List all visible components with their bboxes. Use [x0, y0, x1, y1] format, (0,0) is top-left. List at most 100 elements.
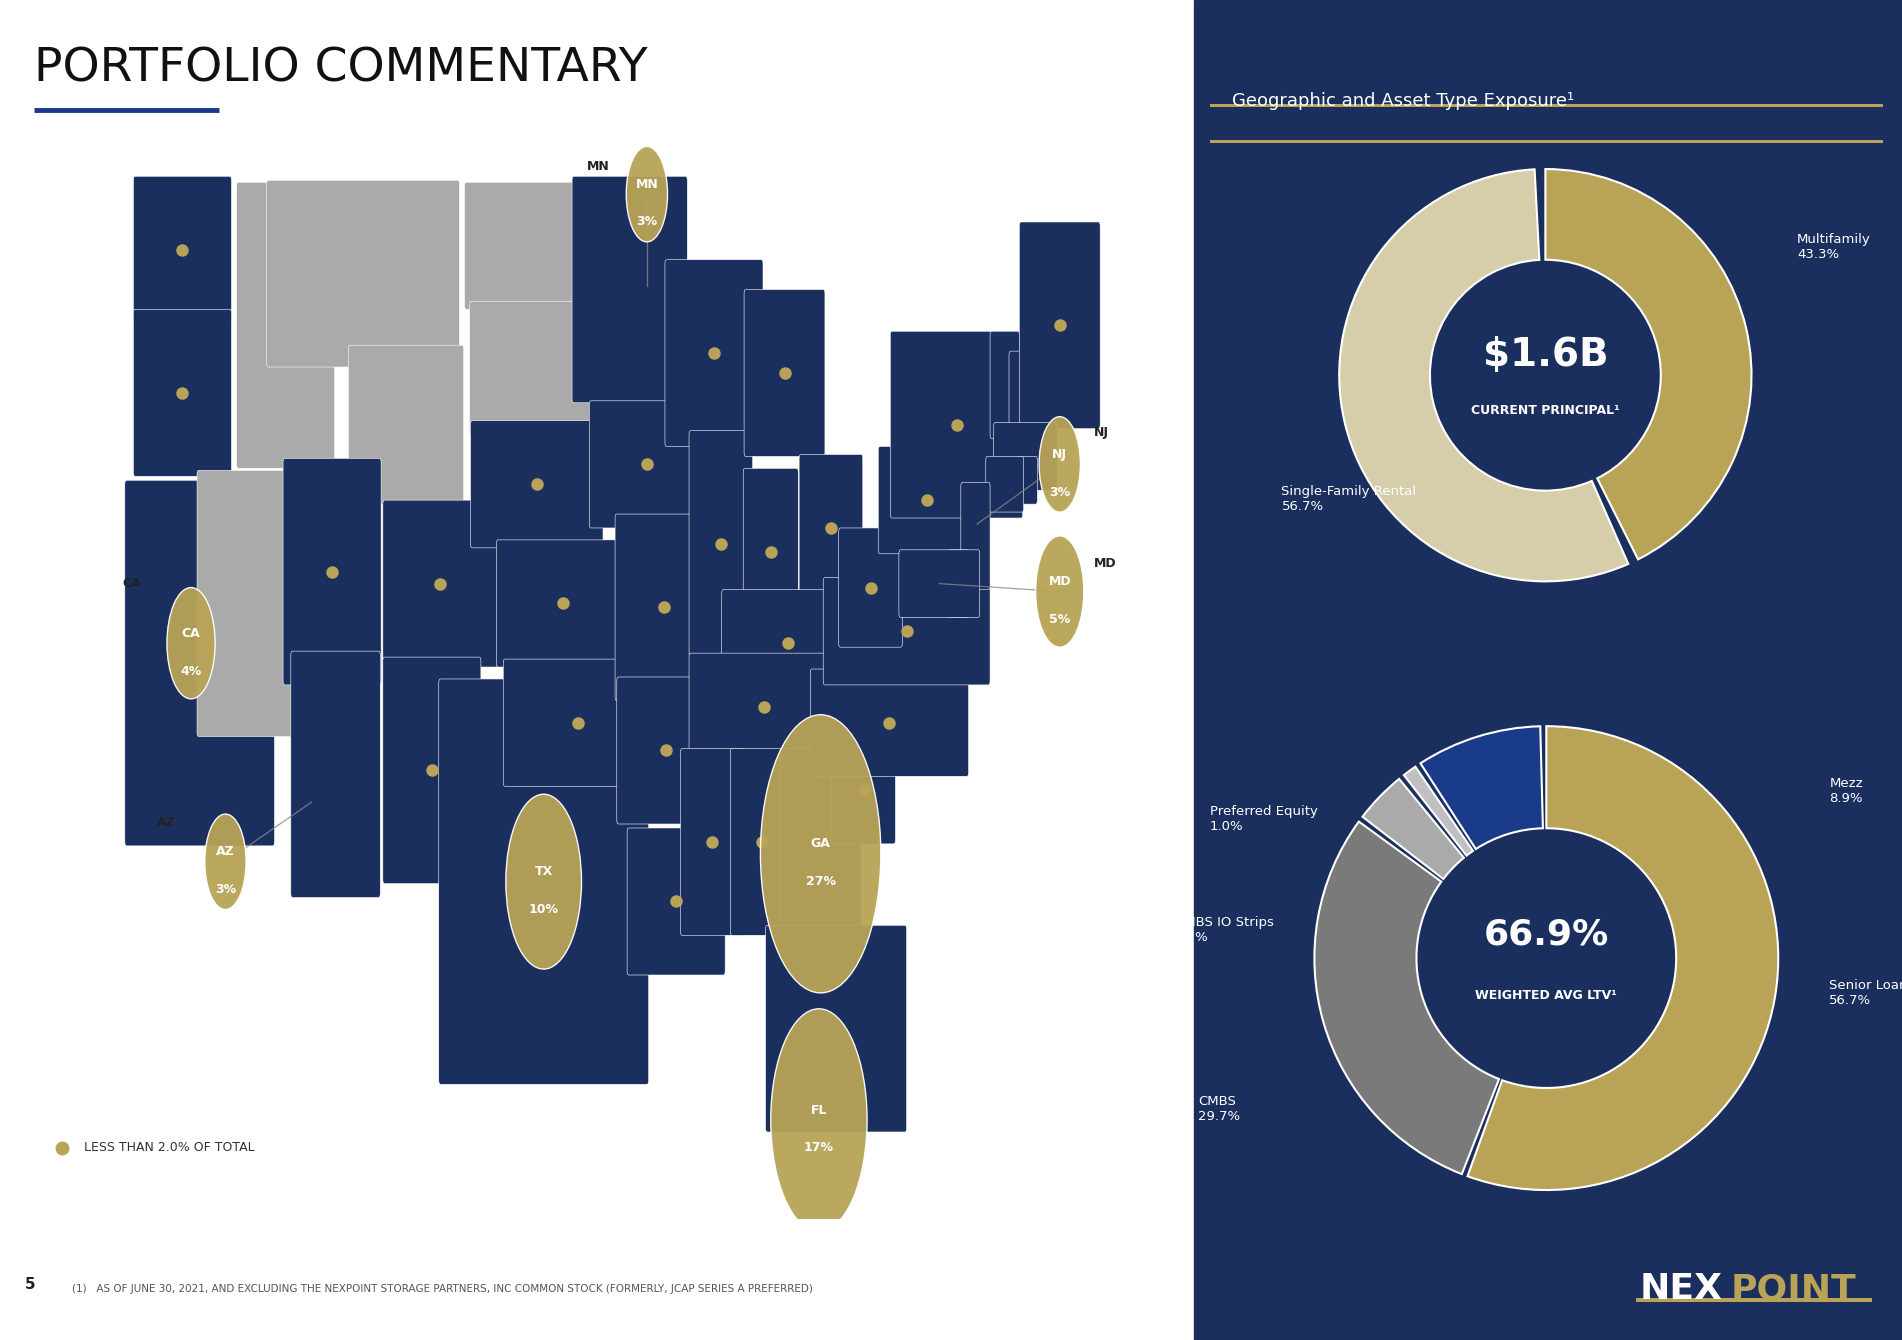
Text: 17%: 17%: [805, 1142, 833, 1154]
Text: CMBS
29.7%: CMBS 29.7%: [1198, 1095, 1240, 1123]
FancyBboxPatch shape: [464, 182, 588, 310]
Wedge shape: [1421, 726, 1543, 850]
FancyBboxPatch shape: [1008, 351, 1038, 458]
Text: 3%: 3%: [1050, 485, 1071, 498]
Circle shape: [770, 1009, 867, 1231]
FancyBboxPatch shape: [496, 540, 630, 667]
FancyBboxPatch shape: [879, 446, 976, 553]
Text: $1.6B: $1.6B: [1482, 335, 1609, 374]
Circle shape: [506, 795, 582, 969]
Text: Mezz
8.9%: Mezz 8.9%: [1830, 777, 1862, 805]
FancyBboxPatch shape: [616, 677, 715, 824]
Text: Geographic and Asset Type Exposure¹: Geographic and Asset Type Exposure¹: [1232, 92, 1575, 110]
Wedge shape: [1314, 821, 1499, 1174]
Text: AZ: AZ: [156, 816, 175, 828]
FancyBboxPatch shape: [590, 401, 704, 528]
Text: MD: MD: [1048, 575, 1071, 588]
FancyBboxPatch shape: [799, 454, 864, 602]
FancyBboxPatch shape: [133, 310, 232, 476]
Text: CURRENT PRINCIPAL¹: CURRENT PRINCIPAL¹: [1470, 403, 1621, 417]
FancyBboxPatch shape: [961, 482, 991, 590]
FancyBboxPatch shape: [348, 346, 464, 504]
Text: 27%: 27%: [806, 875, 835, 888]
FancyBboxPatch shape: [730, 749, 793, 935]
FancyBboxPatch shape: [744, 289, 825, 457]
FancyBboxPatch shape: [126, 480, 274, 846]
FancyBboxPatch shape: [780, 749, 862, 935]
Text: CA: CA: [122, 578, 141, 590]
FancyBboxPatch shape: [947, 549, 968, 618]
FancyBboxPatch shape: [470, 421, 603, 548]
Text: POINT: POINT: [1731, 1272, 1856, 1306]
Text: 3%: 3%: [637, 216, 658, 229]
Wedge shape: [1404, 766, 1472, 856]
FancyBboxPatch shape: [133, 177, 232, 323]
Text: NJ: NJ: [1094, 426, 1109, 440]
Wedge shape: [1339, 169, 1628, 582]
Text: 5: 5: [25, 1277, 36, 1292]
FancyBboxPatch shape: [666, 260, 763, 446]
FancyBboxPatch shape: [504, 659, 652, 787]
Text: FL: FL: [810, 1104, 827, 1116]
Text: MN: MN: [586, 159, 609, 173]
Text: MD: MD: [1094, 557, 1116, 571]
Text: 4%: 4%: [181, 665, 202, 678]
FancyBboxPatch shape: [993, 422, 1058, 490]
Text: 66.9%: 66.9%: [1484, 918, 1609, 951]
FancyBboxPatch shape: [198, 470, 295, 737]
FancyBboxPatch shape: [470, 302, 593, 437]
Circle shape: [205, 815, 245, 910]
Text: CMBS IO Strips
3.7%: CMBS IO Strips 3.7%: [1175, 917, 1274, 945]
Circle shape: [626, 146, 668, 241]
Wedge shape: [1544, 169, 1752, 559]
FancyBboxPatch shape: [573, 177, 687, 403]
Text: NJ: NJ: [1052, 448, 1067, 461]
Wedge shape: [1362, 779, 1465, 879]
FancyBboxPatch shape: [291, 651, 380, 898]
Text: MN: MN: [635, 178, 658, 190]
FancyBboxPatch shape: [900, 549, 980, 618]
FancyBboxPatch shape: [985, 457, 1023, 512]
Circle shape: [1038, 417, 1080, 512]
Text: GA: GA: [810, 838, 831, 851]
FancyBboxPatch shape: [681, 749, 744, 935]
FancyBboxPatch shape: [382, 500, 498, 667]
FancyBboxPatch shape: [890, 331, 1023, 519]
FancyBboxPatch shape: [831, 737, 896, 844]
FancyBboxPatch shape: [439, 679, 649, 1084]
FancyBboxPatch shape: [991, 331, 1019, 438]
Text: Single-Family Rental
56.7%: Single-Family Rental 56.7%: [1282, 485, 1417, 513]
FancyBboxPatch shape: [628, 828, 725, 976]
FancyBboxPatch shape: [236, 182, 335, 469]
FancyBboxPatch shape: [767, 926, 907, 1132]
Text: 5%: 5%: [1050, 612, 1071, 626]
FancyBboxPatch shape: [266, 181, 460, 367]
FancyBboxPatch shape: [839, 528, 902, 647]
Text: 10%: 10%: [529, 903, 559, 917]
Text: NEX: NEX: [1640, 1272, 1723, 1306]
Text: PORTFOLIO COMMENTARY: PORTFOLIO COMMENTARY: [34, 47, 649, 92]
Text: TX: TX: [534, 866, 553, 878]
FancyBboxPatch shape: [689, 430, 753, 657]
Text: Preferred Equity
1.0%: Preferred Equity 1.0%: [1210, 805, 1318, 833]
FancyBboxPatch shape: [283, 458, 380, 685]
Text: 3%: 3%: [215, 883, 236, 896]
FancyBboxPatch shape: [824, 578, 991, 685]
Text: (1)   AS OF JUNE 30, 2021, AND EXCLUDING THE NEXPOINT STORAGE PARTNERS, INC COMM: (1) AS OF JUNE 30, 2021, AND EXCLUDING T…: [72, 1284, 814, 1294]
Text: WEIGHTED AVG LTV¹: WEIGHTED AVG LTV¹: [1476, 989, 1617, 1002]
FancyBboxPatch shape: [614, 515, 713, 701]
Text: CA: CA: [183, 627, 200, 639]
Text: LESS THAN 2.0% OF TOTAL: LESS THAN 2.0% OF TOTAL: [84, 1142, 255, 1154]
FancyBboxPatch shape: [810, 669, 968, 776]
Text: Senior Loans
56.7%: Senior Loans 56.7%: [1830, 980, 1902, 1006]
FancyBboxPatch shape: [689, 653, 839, 760]
FancyBboxPatch shape: [1019, 222, 1099, 429]
Circle shape: [1037, 536, 1084, 647]
Text: AZ: AZ: [217, 846, 234, 859]
FancyBboxPatch shape: [744, 469, 799, 635]
Text: Multifamily
43.3%: Multifamily 43.3%: [1797, 233, 1872, 261]
Circle shape: [167, 587, 215, 699]
FancyBboxPatch shape: [382, 657, 481, 883]
FancyBboxPatch shape: [721, 590, 854, 697]
Circle shape: [761, 714, 881, 993]
